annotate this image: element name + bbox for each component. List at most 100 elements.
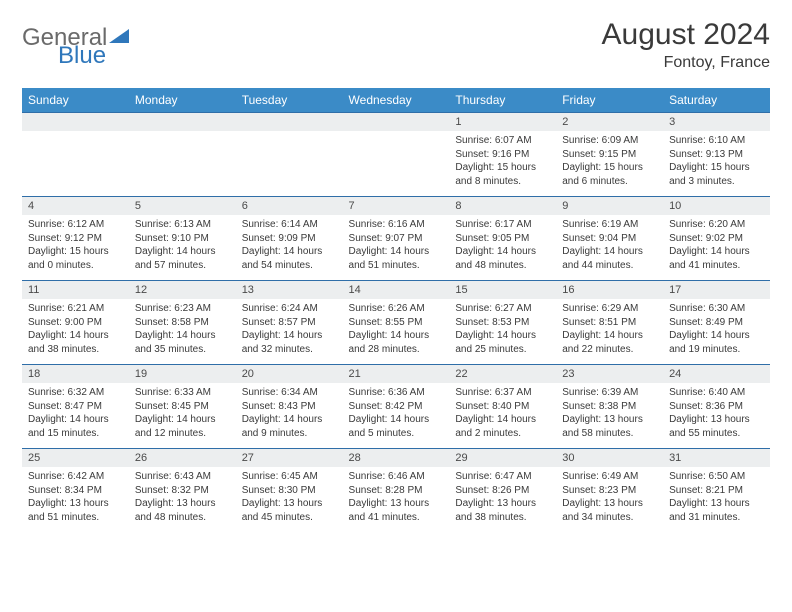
sunset-text: Sunset: 9:04 PM [562,232,657,246]
daylight-text: and 34 minutes. [562,511,657,525]
daylight-text: and 57 minutes. [135,259,230,273]
daylight-text: Daylight: 14 hours [28,329,123,343]
sunset-text: Sunset: 8:49 PM [669,316,764,330]
title-block: August 2024 Fontoy, France [602,18,770,72]
sunset-text: Sunset: 9:15 PM [562,148,657,162]
daylight-text: Daylight: 13 hours [455,497,550,511]
sunset-text: Sunset: 9:16 PM [455,148,550,162]
day-number: 31 [663,449,770,468]
day-number-row: 11121314151617 [22,281,770,300]
day-detail-cell: Sunrise: 6:29 AMSunset: 8:51 PMDaylight:… [556,299,663,365]
sunrise-text: Sunrise: 6:40 AM [669,386,764,400]
day-number: 27 [236,449,343,468]
sunrise-text: Sunrise: 6:21 AM [28,302,123,316]
daylight-text: Daylight: 14 hours [349,329,444,343]
day-number: 28 [343,449,450,468]
daylight-text: Daylight: 15 hours [455,161,550,175]
month-title: August 2024 [602,18,770,52]
day-number: 12 [129,281,236,300]
sunset-text: Sunset: 9:02 PM [669,232,764,246]
day-detail-cell: Sunrise: 6:36 AMSunset: 8:42 PMDaylight:… [343,383,450,449]
sunrise-text: Sunrise: 6:17 AM [455,218,550,232]
day-detail-cell: Sunrise: 6:37 AMSunset: 8:40 PMDaylight:… [449,383,556,449]
day-number [343,113,450,132]
daylight-text: and 15 minutes. [28,427,123,441]
sunrise-text: Sunrise: 6:33 AM [135,386,230,400]
day-detail-row: Sunrise: 6:32 AMSunset: 8:47 PMDaylight:… [22,383,770,449]
daylight-text: and 38 minutes. [28,343,123,357]
calendar-page: General August 2024 Fontoy, France Blue … [0,0,792,542]
sunrise-text: Sunrise: 6:14 AM [242,218,337,232]
sunrise-text: Sunrise: 6:46 AM [349,470,444,484]
day-detail-cell: Sunrise: 6:20 AMSunset: 9:02 PMDaylight:… [663,215,770,281]
sunrise-text: Sunrise: 6:24 AM [242,302,337,316]
day-detail-cell: Sunrise: 6:27 AMSunset: 8:53 PMDaylight:… [449,299,556,365]
day-number-row: 18192021222324 [22,365,770,384]
day-number: 9 [556,197,663,216]
day-detail-cell: Sunrise: 6:40 AMSunset: 8:36 PMDaylight:… [663,383,770,449]
sunset-text: Sunset: 8:30 PM [242,484,337,498]
day-number: 1 [449,113,556,132]
day-detail-cell: Sunrise: 6:16 AMSunset: 9:07 PMDaylight:… [343,215,450,281]
daylight-text: and 44 minutes. [562,259,657,273]
calendar-body: 123Sunrise: 6:07 AMSunset: 9:16 PMDaylig… [22,113,770,533]
daylight-text: Daylight: 14 hours [562,329,657,343]
day-number: 22 [449,365,556,384]
weekday-header-row: Sunday Monday Tuesday Wednesday Thursday… [22,88,770,113]
daylight-text: and 35 minutes. [135,343,230,357]
daylight-text: and 55 minutes. [669,427,764,441]
daylight-text: and 41 minutes. [669,259,764,273]
sunrise-text: Sunrise: 6:32 AM [28,386,123,400]
sunset-text: Sunset: 8:32 PM [135,484,230,498]
daylight-text: Daylight: 13 hours [562,413,657,427]
sunset-text: Sunset: 8:45 PM [135,400,230,414]
daylight-text: Daylight: 14 hours [242,329,337,343]
daylight-text: and 0 minutes. [28,259,123,273]
daylight-text: Daylight: 14 hours [349,413,444,427]
sunset-text: Sunset: 9:12 PM [28,232,123,246]
day-number: 11 [22,281,129,300]
day-number: 23 [556,365,663,384]
daylight-text: Daylight: 13 hours [28,497,123,511]
daylight-text: and 12 minutes. [135,427,230,441]
day-detail-cell: Sunrise: 6:09 AMSunset: 9:15 PMDaylight:… [556,131,663,197]
day-number: 8 [449,197,556,216]
daylight-text: and 38 minutes. [455,511,550,525]
sunrise-text: Sunrise: 6:50 AM [669,470,764,484]
sunrise-text: Sunrise: 6:10 AM [669,134,764,148]
sunset-text: Sunset: 8:38 PM [562,400,657,414]
day-number [129,113,236,132]
day-detail-row: Sunrise: 6:12 AMSunset: 9:12 PMDaylight:… [22,215,770,281]
daylight-text: and 6 minutes. [562,175,657,189]
daylight-text: Daylight: 14 hours [28,413,123,427]
day-detail-cell: Sunrise: 6:45 AMSunset: 8:30 PMDaylight:… [236,467,343,532]
daylight-text: Daylight: 14 hours [455,245,550,259]
sunset-text: Sunset: 9:10 PM [135,232,230,246]
daylight-text: and 48 minutes. [455,259,550,273]
day-detail-cell: Sunrise: 6:47 AMSunset: 8:26 PMDaylight:… [449,467,556,532]
day-number: 21 [343,365,450,384]
daylight-text: Daylight: 15 hours [28,245,123,259]
day-detail-cell [129,131,236,197]
weekday-header: Monday [129,88,236,113]
daylight-text: Daylight: 15 hours [562,161,657,175]
day-number: 29 [449,449,556,468]
daylight-text: Daylight: 13 hours [669,413,764,427]
daylight-text: Daylight: 14 hours [242,413,337,427]
day-detail-cell: Sunrise: 6:49 AMSunset: 8:23 PMDaylight:… [556,467,663,532]
daylight-text: Daylight: 13 hours [669,497,764,511]
sunset-text: Sunset: 8:58 PM [135,316,230,330]
sunset-text: Sunset: 8:53 PM [455,316,550,330]
day-detail-row: Sunrise: 6:42 AMSunset: 8:34 PMDaylight:… [22,467,770,532]
day-number [22,113,129,132]
daylight-text: and 28 minutes. [349,343,444,357]
daylight-text: Daylight: 14 hours [455,329,550,343]
sunset-text: Sunset: 8:26 PM [455,484,550,498]
sunrise-text: Sunrise: 6:27 AM [455,302,550,316]
daylight-text: Daylight: 14 hours [455,413,550,427]
daylight-text: and 51 minutes. [349,259,444,273]
sunrise-text: Sunrise: 6:49 AM [562,470,657,484]
sunrise-text: Sunrise: 6:43 AM [135,470,230,484]
sunset-text: Sunset: 8:34 PM [28,484,123,498]
daylight-text: and 58 minutes. [562,427,657,441]
